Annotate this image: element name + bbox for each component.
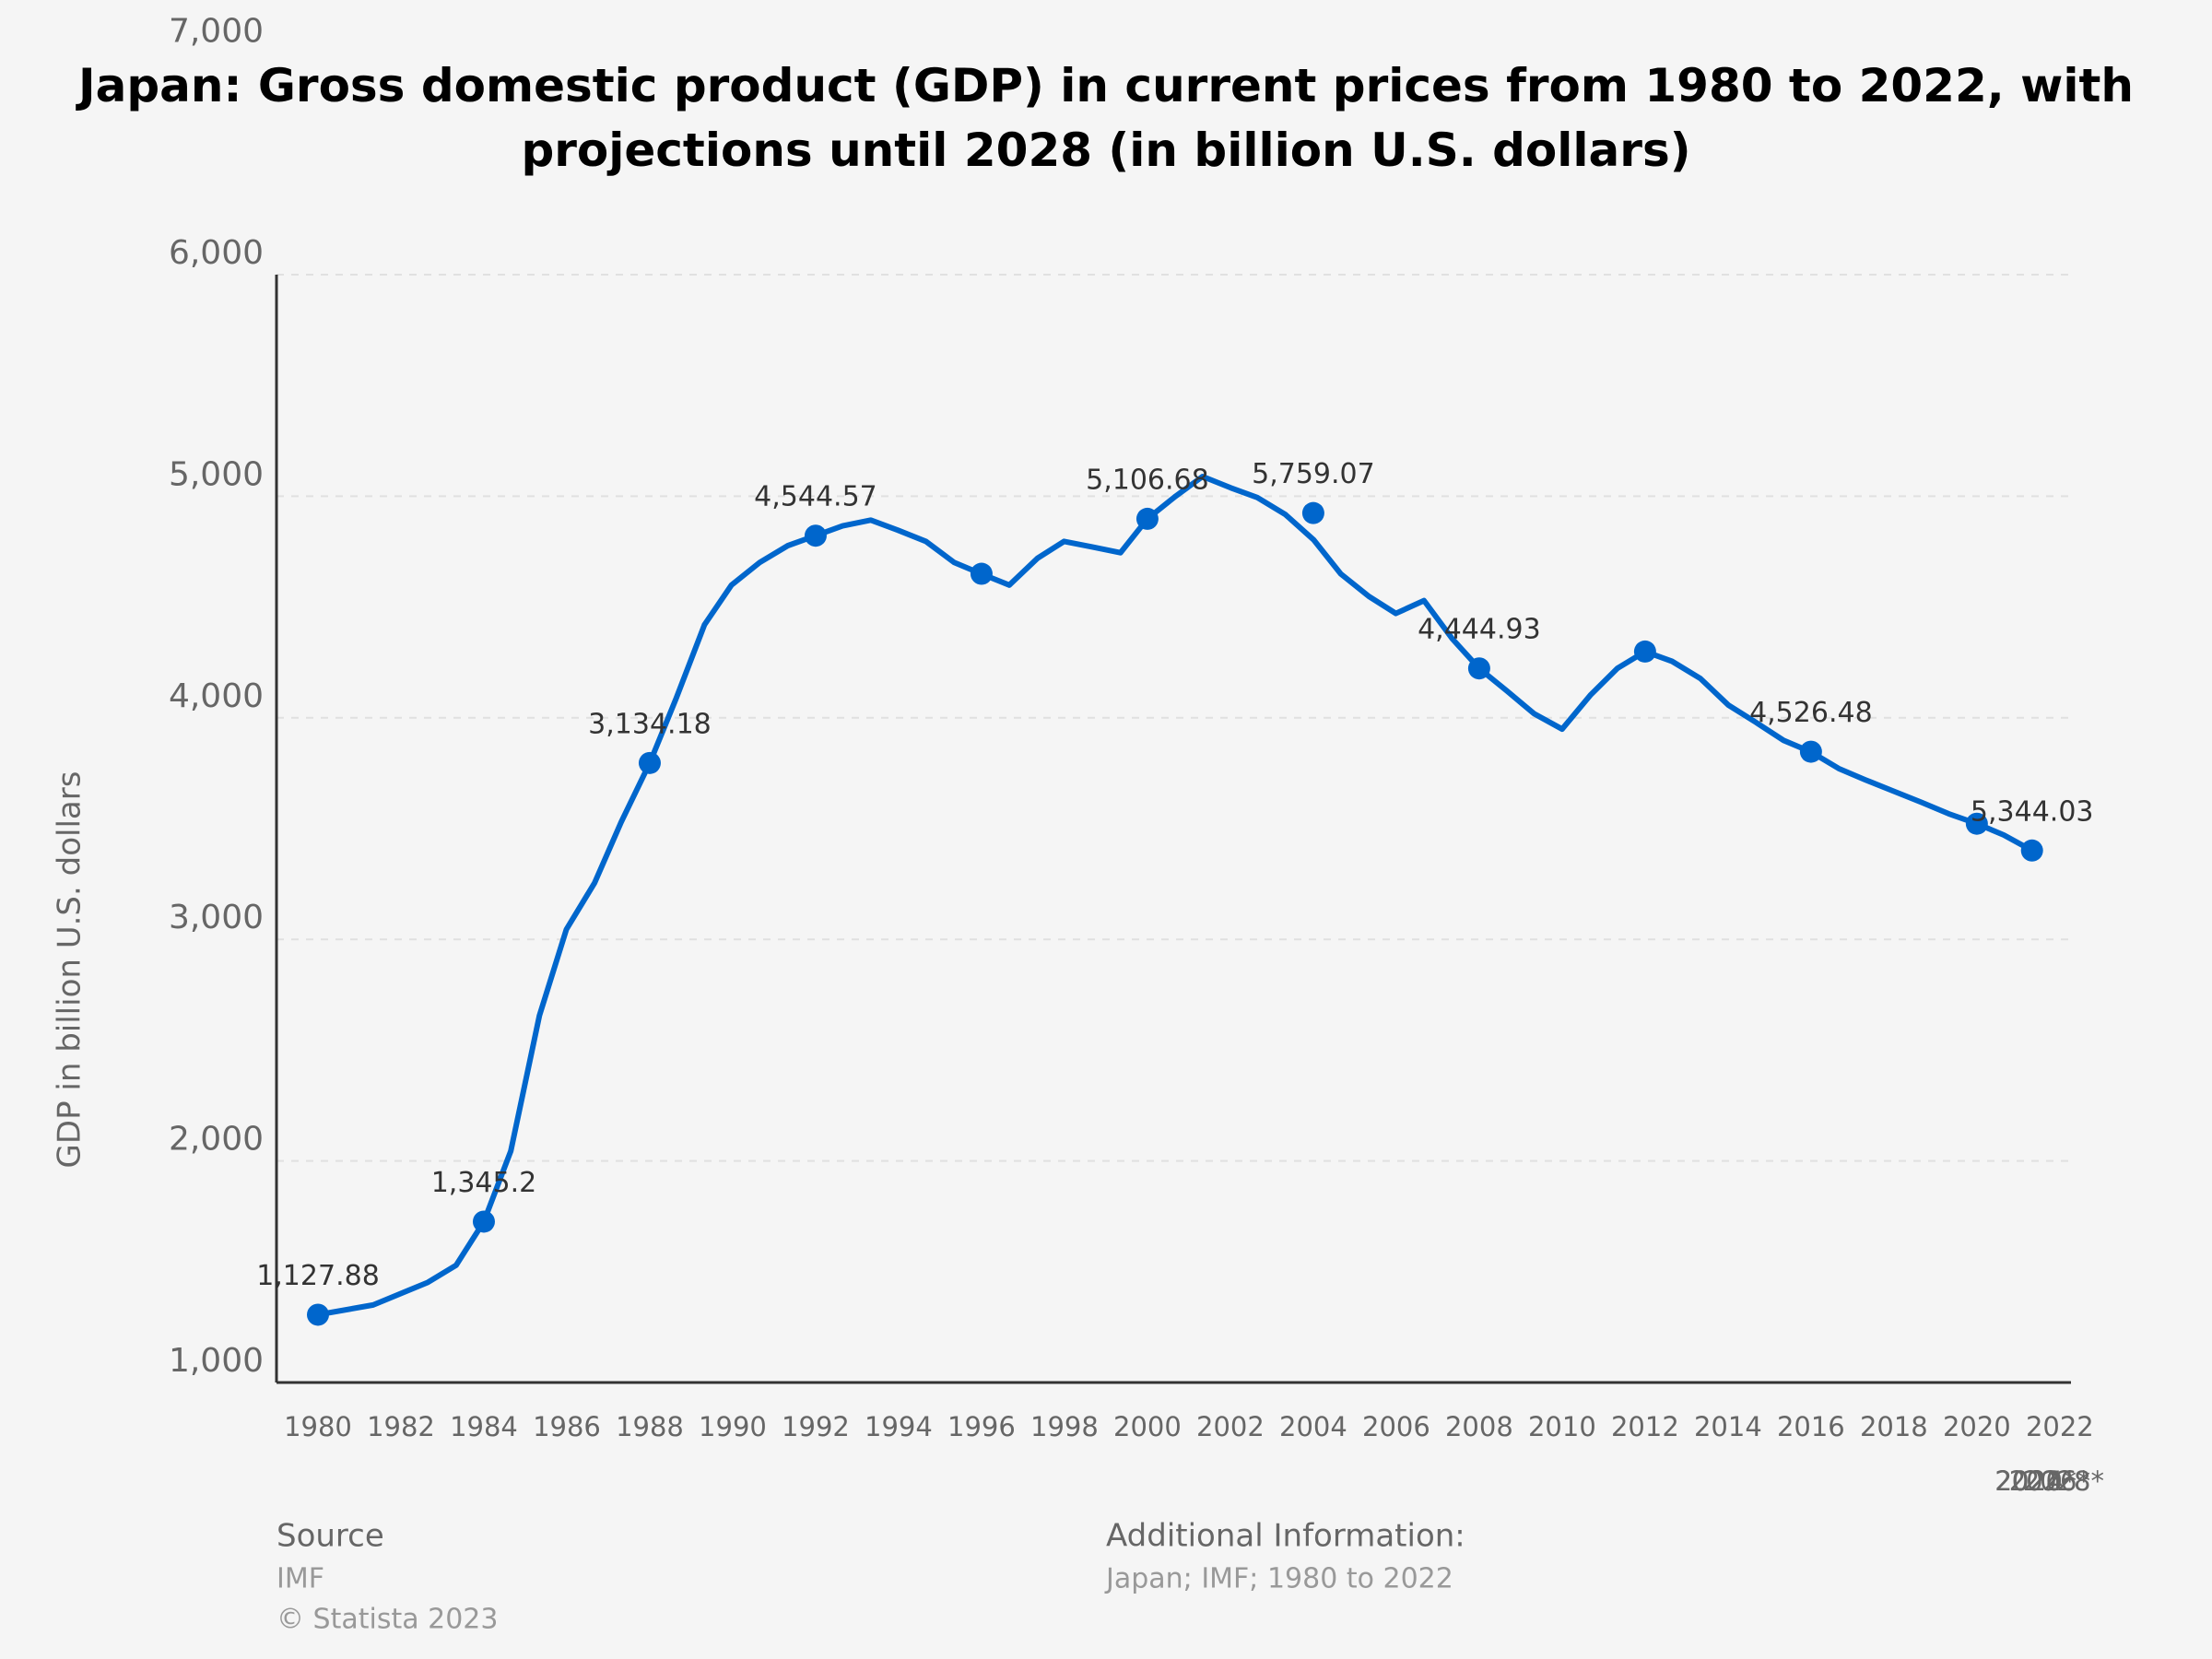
point [472, 1210, 495, 1233]
x-tick-label: 1992 [782, 1411, 850, 1442]
x-tick-label: 2016 [1777, 1411, 1845, 1442]
x-tick-label: 2020 [1994, 1465, 2063, 1497]
point [1965, 812, 1988, 835]
point [1135, 507, 1159, 530]
x-tick-label: 2028* [2023, 1465, 2104, 1497]
x-tick-label: 1986 [533, 1411, 601, 1442]
point [1799, 740, 1822, 763]
x-tick-label: 2010 [1528, 1411, 1596, 1442]
x-tick-label: 1998 [1030, 1411, 1099, 1442]
x-tick-label: 2006 [1362, 1411, 1430, 1442]
line [317, 474, 2034, 1318]
point [638, 751, 661, 774]
x-tick-label: 2014 [1694, 1411, 1762, 1442]
y-tick-label: 6,000 [169, 234, 264, 272]
x-tick-label: 2020 [1943, 1411, 2011, 1442]
y-tick-label: 4,000 [169, 677, 264, 715]
y-tick-label: 1,000 [169, 1342, 264, 1380]
y-tick-label: 5,000 [169, 455, 264, 493]
x-tick-label: 1982 [367, 1411, 435, 1442]
x-tick-label: 1984 [450, 1411, 518, 1442]
copyright: © Statista 2023 [276, 1604, 498, 1636]
x-tick-label: 2024* [1995, 1465, 2077, 1497]
x-tick-label: 1990 [699, 1411, 767, 1442]
data-label: 5,106.68 [1086, 464, 1209, 496]
x-tick-label: 2022 [2026, 1411, 2094, 1442]
x-tick-label: 2012 [1611, 1411, 1679, 1442]
point [1301, 501, 1324, 524]
point [1467, 657, 1490, 680]
x-tick-label: 2002 [1196, 1411, 1265, 1442]
point [2020, 839, 2043, 862]
x-tick-label: 1980 [284, 1411, 352, 1442]
point [306, 1303, 329, 1326]
info: Japan; IMF; 1980 to 2022 [1104, 1563, 1453, 1595]
data-label: 5,344.03 [1971, 795, 2094, 828]
data-label: 1,127.88 [256, 1260, 380, 1292]
info-heading: Additional Information: [1106, 1518, 1465, 1555]
x-tick-label: 1996 [947, 1411, 1016, 1442]
data-label: 5,759.07 [1252, 458, 1375, 490]
data-label: 4,526.48 [1749, 697, 1873, 729]
y-tick-label: 7,000 [169, 13, 264, 51]
x-tick-label: 2008 [1445, 1411, 1513, 1442]
x-tick-label: 2018 [1860, 1411, 1928, 1442]
y-tick-label: 2,000 [169, 1121, 264, 1159]
source: IMF [276, 1563, 324, 1595]
x-tick-label: 2026* [2009, 1465, 2090, 1497]
data-label: 1,345.2 [431, 1167, 537, 1199]
data-label: 4,544.57 [754, 481, 877, 513]
chart-title: Japan: Gross domestic product (GDP) in c… [78, 59, 2134, 177]
point [970, 562, 993, 585]
point [1633, 640, 1656, 663]
y-axis-title: GDP in billion U.S. dollars [52, 771, 88, 1169]
x-tick-label: 2004 [1279, 1411, 1347, 1442]
x-tick-label: 2000 [1113, 1411, 1182, 1442]
source-heading: Source [276, 1518, 384, 1555]
data-label: 3,134.18 [588, 708, 712, 740]
data-label: 4,444.93 [1418, 614, 1541, 646]
point [804, 524, 827, 547]
x-tick-label: 1988 [616, 1411, 684, 1442]
x-tick-label: 1994 [865, 1411, 933, 1442]
y-tick-label: 3,000 [169, 899, 264, 936]
